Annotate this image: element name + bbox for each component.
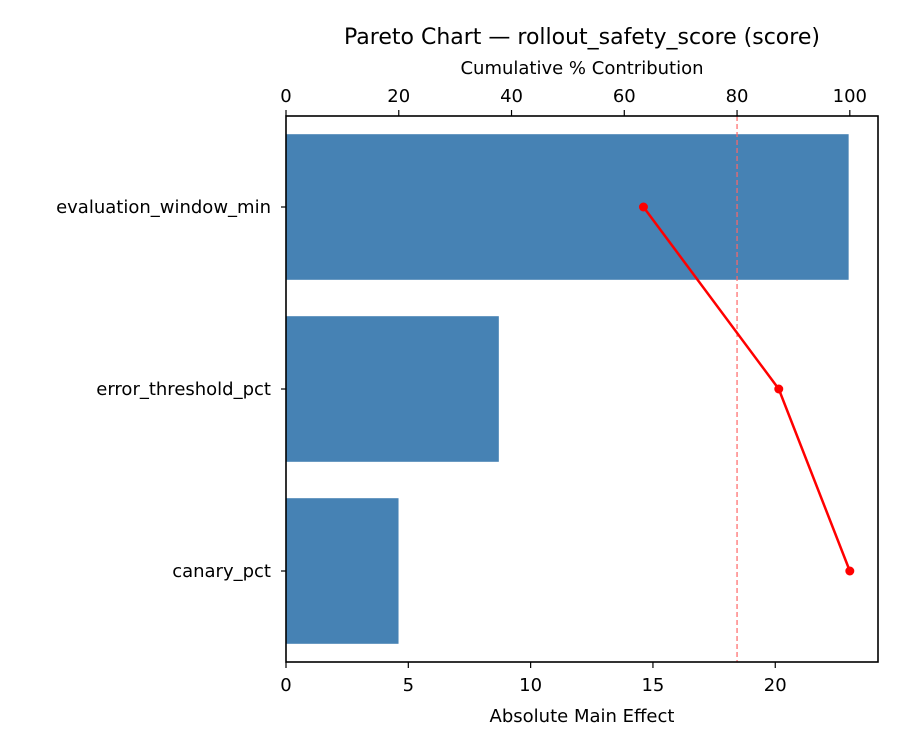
- bar: [286, 134, 849, 280]
- category-label: canary_pct: [172, 561, 271, 582]
- top-axis-label: Cumulative % Contribution: [460, 58, 703, 79]
- category-label: error_threshold_pct: [96, 379, 271, 400]
- tick-label: 20: [764, 675, 787, 696]
- tick-label: 10: [519, 675, 542, 696]
- chart-title: Pareto Chart — rollout_safety_score (sco…: [344, 25, 820, 50]
- category-labels: evaluation_window_min error_threshold_pct…: [56, 197, 286, 582]
- bar: [286, 316, 499, 462]
- tick-label: 100: [833, 86, 867, 107]
- tick-label: 20: [387, 86, 410, 107]
- tick-label: 0: [280, 86, 291, 107]
- cumulative-point: [774, 384, 784, 394]
- tick-label: 5: [403, 675, 414, 696]
- bar-series: [286, 134, 849, 644]
- tick-label: 15: [641, 675, 664, 696]
- cumulative-line-series: [638, 202, 855, 576]
- top-axis-ticks: 0 20 40 60 80 100: [280, 86, 867, 116]
- tick-label: 80: [726, 86, 749, 107]
- bottom-axis-ticks: 0 5 10 15 20: [280, 662, 787, 696]
- bottom-axis-label: Absolute Main Effect: [490, 706, 675, 727]
- category-label: evaluation_window_min: [56, 197, 271, 218]
- plot-frame: [285, 115, 879, 663]
- bar: [286, 498, 399, 644]
- cumulative-point: [638, 202, 648, 212]
- cumulative-point: [845, 566, 855, 576]
- tick-label: 60: [613, 86, 636, 107]
- tick-label: 40: [500, 86, 523, 107]
- tick-label: 0: [280, 675, 291, 696]
